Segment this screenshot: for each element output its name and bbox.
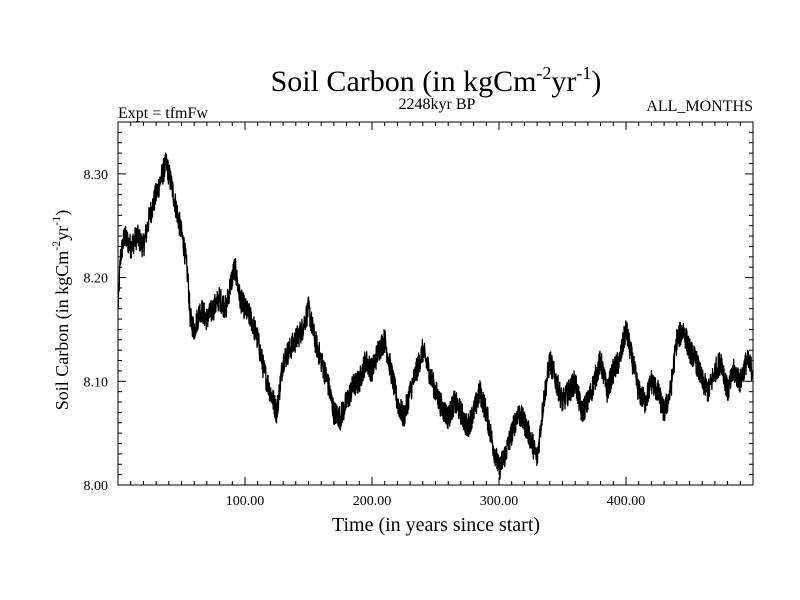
x-tick-label: 300.00 <box>480 494 519 509</box>
y-tick-label: 8.00 <box>84 479 109 494</box>
x-tick-label: 400.00 <box>607 494 646 509</box>
y-tick-label: 8.10 <box>84 375 109 390</box>
tick-layer: 100.00 200.00 300.00 400.00 8.00 8.10 8.20 8.30 <box>84 122 753 509</box>
x-axis-label: Time (in years since start) <box>332 514 540 536</box>
x-tick-label: 200.00 <box>353 494 392 509</box>
chart-title: Soil Carbon (in kgCm-2yr-1) <box>271 63 602 98</box>
period-label: 2248kyr BP <box>399 96 476 113</box>
x-tick-label: 100.00 <box>226 494 265 509</box>
y-tick-label: 8.30 <box>84 168 109 183</box>
y-tick-label: 8.20 <box>84 272 109 287</box>
y-axis-label: Soil Carbon (in kgCm-2yr-1) <box>49 210 73 411</box>
months-label: ALL_MONTHS <box>646 98 753 115</box>
plot-frame <box>117 121 754 486</box>
series-line-soil-carbon <box>117 152 754 481</box>
data-layer <box>117 152 754 481</box>
experiment-label: Expt = tfmFw <box>118 105 208 122</box>
